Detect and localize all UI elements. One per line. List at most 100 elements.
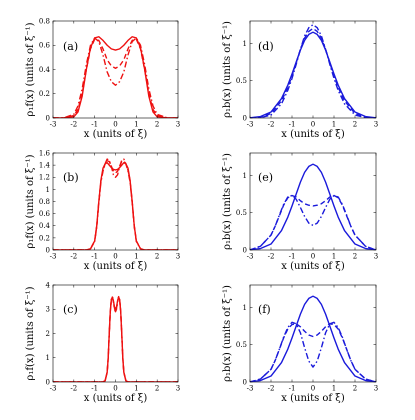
y-tick-label: 0 xyxy=(46,246,50,254)
y-tick-label: 0.5 xyxy=(236,77,247,85)
series-line-dashdot xyxy=(53,37,178,118)
x-tick-label: 2 xyxy=(155,385,159,393)
x-tick-label: -1 xyxy=(289,253,296,261)
y-tick-label: 0 xyxy=(46,114,50,122)
x-tick-label: -1 xyxy=(91,385,98,393)
x-tick-label: -2 xyxy=(268,385,275,393)
series-line-solid xyxy=(250,163,376,250)
axes-frame xyxy=(52,20,179,119)
series-line-dashed xyxy=(53,38,178,118)
x-tick-label: -3 xyxy=(50,121,57,129)
y-axis-label: ρ₁f(x) (units of ξ⁻¹) xyxy=(25,286,36,380)
x-tick-label: 2 xyxy=(155,253,159,261)
x-tick-label: -3 xyxy=(247,253,254,261)
series-line-dashed xyxy=(250,194,376,250)
y-tick-label: 1.6 xyxy=(39,149,51,157)
x-tick-label: -3 xyxy=(247,385,254,393)
x-tick-label: 2 xyxy=(353,385,357,393)
y-tick-label: 0.4 xyxy=(39,66,51,74)
y-tick-label: 0 xyxy=(46,378,50,386)
x-tick-label: 3 xyxy=(176,121,180,129)
x-tick-label: 2 xyxy=(155,121,159,129)
x-tick-label: -2 xyxy=(268,253,275,261)
y-axis-label: ρ₁b(x) (units of ξ⁻¹) xyxy=(222,21,233,118)
x-tick-label: 3 xyxy=(374,385,378,393)
y-axis-label: ρ₁f(x) (units of ξ⁻¹) xyxy=(25,154,36,248)
x-axis-label: x (units of ξ) xyxy=(84,261,148,272)
y-axis-label: ρ₁b(x) (units of ξ⁻¹) xyxy=(222,153,233,250)
y-tick-label: 0 xyxy=(243,114,247,122)
x-tick-label: -3 xyxy=(50,253,57,261)
y-tick-label: 1.2 xyxy=(39,174,50,182)
y-tick-label: 2 xyxy=(46,330,50,338)
y-tick-label: 0 xyxy=(243,378,247,386)
series-line-dashed xyxy=(250,27,376,118)
x-tick-label: -2 xyxy=(70,253,77,261)
x-axis-label: x (units of ξ) xyxy=(84,393,148,404)
y-tick-label: 0.8 xyxy=(39,198,50,206)
x-tick-label: 1 xyxy=(134,385,138,393)
series-line-dashdot xyxy=(53,158,178,250)
axes-frame xyxy=(249,20,377,119)
panel-label: (c) xyxy=(63,303,78,316)
x-tick-label: 0 xyxy=(311,121,315,129)
x-axis-label: x (units of ξ) xyxy=(281,261,345,272)
x-tick-label: -1 xyxy=(289,121,296,129)
y-tick-label: 1 xyxy=(243,304,247,312)
panel-label: (e) xyxy=(258,171,273,184)
x-tick-label: -2 xyxy=(70,385,77,393)
panel-label: (b) xyxy=(63,171,79,184)
y-tick-label: 0.6 xyxy=(39,42,51,50)
x-tick-label: 3 xyxy=(374,253,378,261)
x-tick-label: 3 xyxy=(374,121,378,129)
series-line-dashdot xyxy=(250,24,376,118)
x-tick-label: 3 xyxy=(176,253,180,261)
y-tick-label: 4 xyxy=(46,281,51,289)
x-tick-label: -3 xyxy=(50,385,57,393)
x-tick-label: 1 xyxy=(332,121,336,129)
axes-frame xyxy=(249,152,377,251)
x-tick-label: 0 xyxy=(113,385,117,393)
x-tick-label: 0 xyxy=(311,253,315,261)
x-tick-label: 1 xyxy=(134,253,138,261)
panel-e: -3 -2 -1 0 1 2 300.51x (units of ξ)ρ₁b(x) (uni… xyxy=(222,152,378,272)
panel-f: -3 -2 -1 0 1 2 300.51x (units of ξ)ρ₁b(x) (uni… xyxy=(222,284,378,404)
y-tick-label: 0.5 xyxy=(236,341,247,349)
series-line-dashdot xyxy=(250,194,376,250)
series-line-dashed xyxy=(250,323,376,382)
x-tick-label: -1 xyxy=(91,253,98,261)
y-axis-label: ρ₁f(x) (units of ξ⁻¹) xyxy=(25,22,36,116)
panel-b: -3 -2 -1 0 1 2 3 0 0.2 0.4 0.6 0.8 1 1.2 1.4 1.6 x (unit… xyxy=(25,149,180,272)
x-tick-label: 1 xyxy=(332,385,336,393)
x-tick-label: -3 xyxy=(247,121,254,129)
y-tick-label: 1 xyxy=(243,40,247,48)
y-tick-label: 1 xyxy=(46,186,50,194)
y-tick-label: 0.5 xyxy=(236,209,247,217)
series-line-solid xyxy=(250,31,376,118)
x-tick-label: 2 xyxy=(353,121,357,129)
y-tick-label: 0.6 xyxy=(39,210,51,218)
y-tick-label: 0.4 xyxy=(39,222,51,230)
x-axis-label: x (units of ξ) xyxy=(281,129,345,140)
y-tick-label: 0.8 xyxy=(39,17,50,25)
axes-frame xyxy=(52,284,179,383)
panel-label: (a) xyxy=(63,40,78,53)
y-tick-label: 1.4 xyxy=(39,162,51,170)
y-tick-label: 0.2 xyxy=(39,90,50,98)
panel-label: (d) xyxy=(258,40,274,53)
x-tick-label: 1 xyxy=(332,253,336,261)
axes-frame xyxy=(52,152,179,251)
y-tick-label: 1 xyxy=(243,172,247,180)
panel-a: -3 -2 -1 0 1 2 3 0 0.2 0.4 0.6 0.8 x (units of ξ) ρ₁f… xyxy=(25,17,180,140)
x-axis-label: x (units of ξ) xyxy=(84,129,148,140)
panel-c: -3 -2 -1 0 1 2 3 0 1 2 3 4 x (units of ξ) ρ₁f(x) (uni… xyxy=(25,281,180,404)
panel-label: (f) xyxy=(258,303,271,316)
x-tick-label: 2 xyxy=(353,253,357,261)
x-tick-label: 3 xyxy=(176,385,180,393)
series-line-dashdot xyxy=(53,295,178,382)
series-line-dashdot xyxy=(250,321,376,382)
y-tick-label: 3 xyxy=(46,306,50,314)
x-tick-label: 0 xyxy=(311,385,315,393)
x-tick-label: -1 xyxy=(289,385,296,393)
